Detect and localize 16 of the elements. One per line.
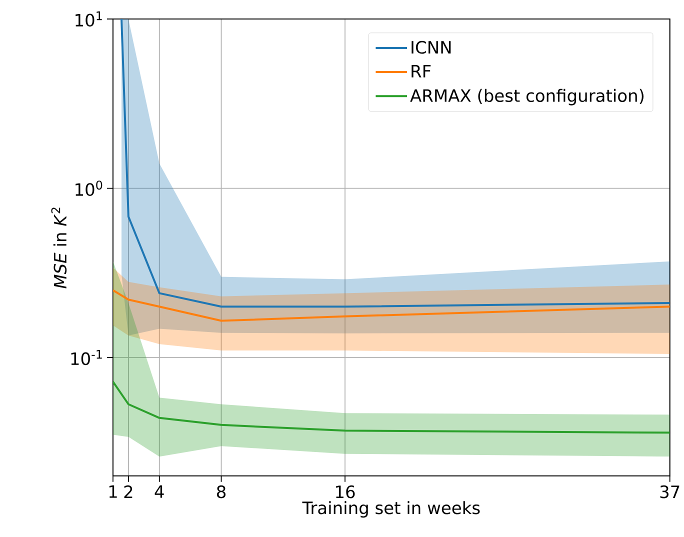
y-tick-label: 10$^{1}$ xyxy=(76,11,102,27)
y-tick-label: 10$^{0}$ xyxy=(76,180,102,196)
x-tick-label: 4 xyxy=(154,485,164,498)
legend-label: ARMAX (best configuration) xyxy=(410,88,644,106)
line-series xyxy=(112,380,670,434)
x-axis-title: Training set in weeks xyxy=(302,501,480,518)
x-tick-label: 16 xyxy=(336,485,355,498)
legend-label: ICNN xyxy=(412,40,451,54)
x-tick-label: 2 xyxy=(124,485,132,498)
y-axis-title: MSE in K$^{2}$ xyxy=(51,208,67,288)
x-tick-label: 8 xyxy=(217,485,226,498)
y-tick-label: 10$^{-1}$ xyxy=(71,350,102,366)
x-tick-label: 1 xyxy=(109,485,117,498)
legend-label: RF xyxy=(412,65,431,78)
line-series xyxy=(112,289,670,322)
x-tick-label: 37 xyxy=(660,485,680,498)
